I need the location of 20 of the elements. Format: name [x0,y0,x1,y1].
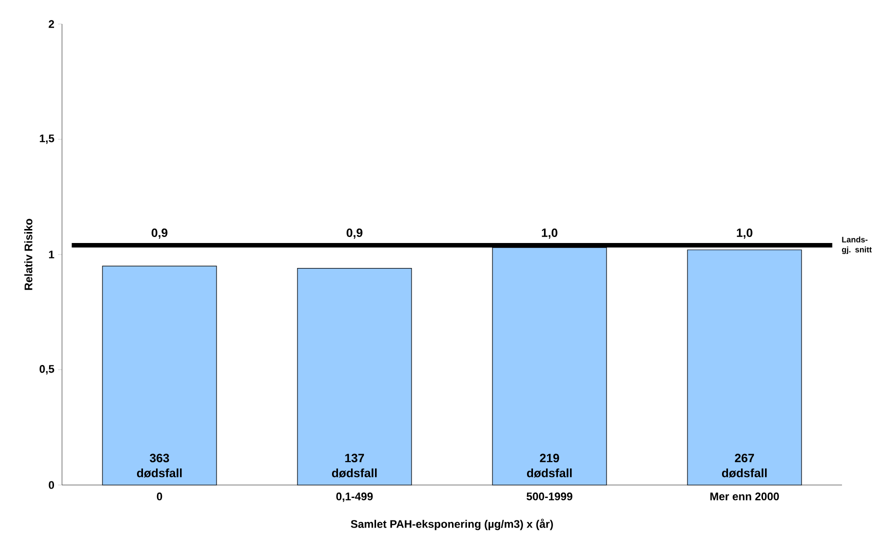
annotation: 267 dødsfall [722,454,767,478]
data-label: 1,0 [542,228,558,239]
y-tick-label: 2 [48,20,54,28]
x-tick-label: 0,1-499 [336,492,373,502]
data-label: 0,9 [152,228,168,239]
x-tick-label: 0 [156,492,162,500]
annotation: 137 dødsfall [332,454,377,478]
y-tick-label: 0 [48,481,54,489]
data-label: 0,9 [346,228,362,239]
annotation: 363 dødsfall [137,454,182,478]
y-tick-label: 1,5 [40,134,54,144]
x-tick-label: Mer enn 2000 [710,492,779,500]
y-tick-label: 0,5 [40,365,54,374]
y-axis-title: Relativ Risiko [24,218,32,290]
ref-line-label: Lands- gj. snitt [842,236,872,254]
y-tick-label: 1 [49,250,54,258]
data-label: 1,0 [736,228,752,239]
annotation: 219 dødsfall [527,454,572,478]
x-axis-title: Samlet PAH-eksponering (µg/m3) x (år) [350,518,553,530]
x-tick-label: 500-1999 [526,492,572,500]
